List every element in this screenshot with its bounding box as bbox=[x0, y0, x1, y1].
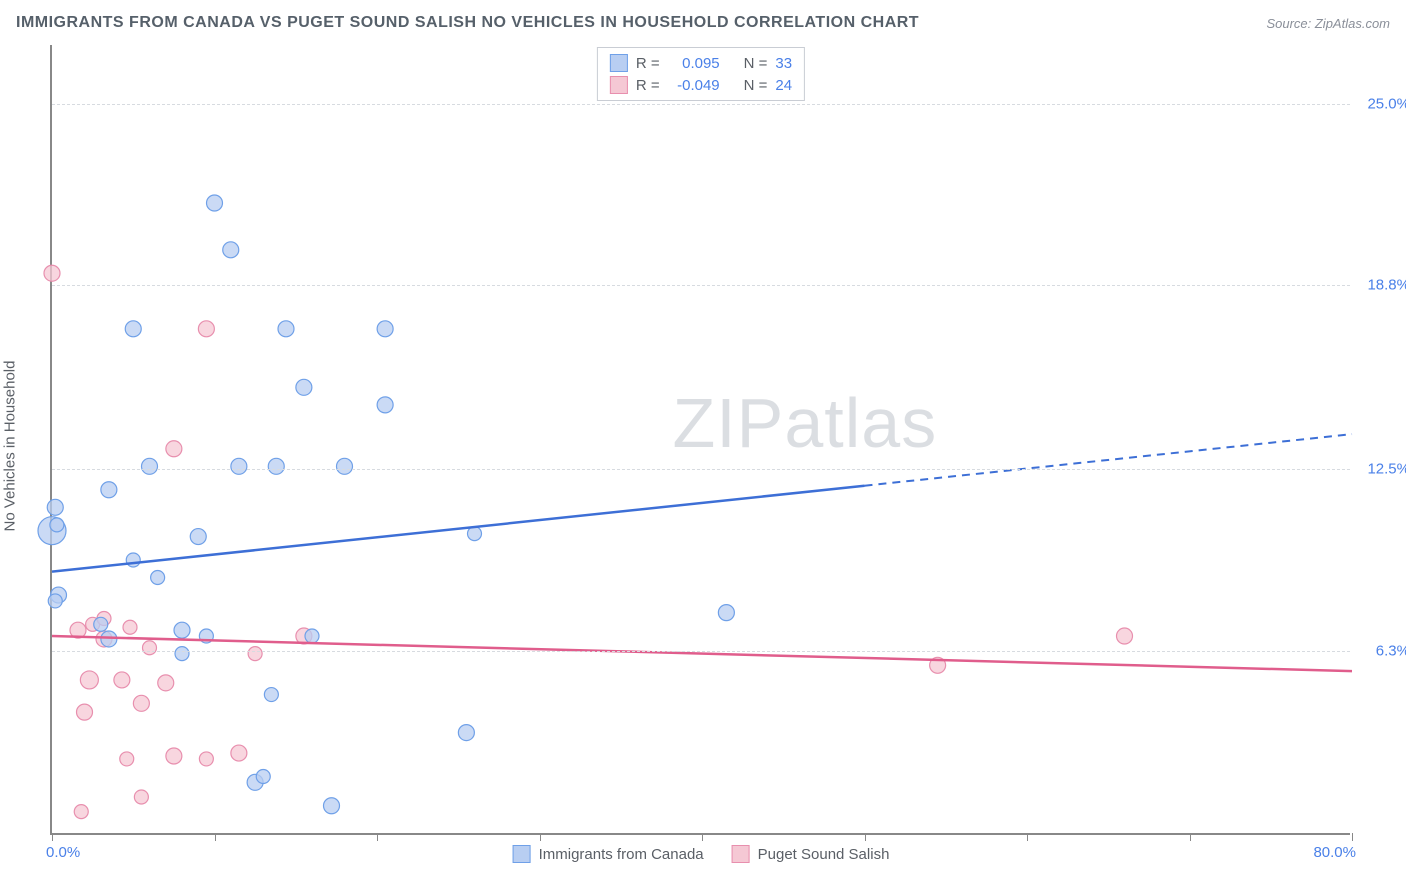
x-tick bbox=[377, 833, 378, 841]
point-blue bbox=[175, 647, 189, 661]
source-attribution: Source: ZipAtlas.com bbox=[1266, 16, 1390, 31]
point-blue bbox=[377, 397, 393, 413]
point-blue bbox=[324, 798, 340, 814]
point-blue bbox=[125, 321, 141, 337]
r-value: -0.049 bbox=[668, 77, 720, 94]
y-tick-label: 18.8% bbox=[1367, 276, 1406, 293]
x-tick bbox=[702, 833, 703, 841]
point-blue bbox=[278, 321, 294, 337]
n-value: 24 bbox=[775, 77, 792, 94]
y-axis-label: No Vehicles in Household bbox=[2, 361, 19, 532]
point-blue bbox=[48, 594, 62, 608]
point-pink bbox=[248, 647, 262, 661]
gridline bbox=[52, 651, 1350, 652]
x-tick bbox=[865, 833, 866, 841]
point-pink bbox=[77, 704, 93, 720]
point-pink bbox=[134, 790, 148, 804]
correlation-legend: R = 0.095 N = 33 R = -0.049 N = 24 bbox=[597, 47, 805, 101]
point-pink bbox=[199, 752, 213, 766]
chart-title: IMMIGRANTS FROM CANADA VS PUGET SOUND SA… bbox=[16, 14, 919, 32]
n-label: N = bbox=[744, 77, 768, 94]
legend-label: Immigrants from Canada bbox=[539, 846, 704, 863]
point-blue bbox=[256, 769, 270, 783]
point-blue bbox=[718, 605, 734, 621]
point-blue bbox=[47, 499, 63, 515]
legend-row-pink: R = -0.049 N = 24 bbox=[610, 74, 792, 96]
point-blue bbox=[126, 553, 140, 567]
y-tick-label: 25.0% bbox=[1367, 95, 1406, 112]
trend-blue-solid bbox=[52, 486, 865, 572]
point-blue bbox=[94, 617, 108, 631]
point-blue bbox=[231, 458, 247, 474]
legend-item-pink: Puget Sound Salish bbox=[732, 845, 890, 863]
point-pink bbox=[198, 321, 214, 337]
x-tick bbox=[52, 833, 53, 841]
point-blue bbox=[50, 518, 64, 532]
x-tick bbox=[1027, 833, 1028, 841]
trend-pink-solid bbox=[52, 636, 1352, 671]
point-pink bbox=[74, 805, 88, 819]
point-pink bbox=[44, 265, 60, 281]
chart-container: IMMIGRANTS FROM CANADA VS PUGET SOUND SA… bbox=[0, 0, 1406, 892]
n-label: N = bbox=[744, 55, 768, 72]
point-blue bbox=[264, 688, 278, 702]
x-max-label: 80.0% bbox=[1313, 844, 1356, 861]
x-tick bbox=[1352, 833, 1353, 841]
point-pink bbox=[120, 752, 134, 766]
point-blue bbox=[142, 458, 158, 474]
gridline bbox=[52, 469, 1350, 470]
x-tick bbox=[540, 833, 541, 841]
n-value: 33 bbox=[775, 55, 792, 72]
point-pink bbox=[80, 671, 98, 689]
point-pink bbox=[123, 620, 137, 634]
point-blue bbox=[174, 622, 190, 638]
point-pink bbox=[114, 672, 130, 688]
point-blue bbox=[207, 195, 223, 211]
header: IMMIGRANTS FROM CANADA VS PUGET SOUND SA… bbox=[16, 8, 1390, 38]
legend-row-blue: R = 0.095 N = 33 bbox=[610, 52, 792, 74]
legend-label: Puget Sound Salish bbox=[758, 846, 890, 863]
point-blue bbox=[305, 629, 319, 643]
plot-area: ZIPatlas R = 0.095 N = 33 R = -0.049 N =… bbox=[50, 45, 1350, 835]
point-blue bbox=[101, 482, 117, 498]
point-pink bbox=[166, 441, 182, 457]
y-tick-label: 6.3% bbox=[1376, 642, 1406, 659]
point-blue bbox=[337, 458, 353, 474]
point-pink bbox=[143, 641, 157, 655]
point-blue bbox=[223, 242, 239, 258]
point-blue bbox=[458, 725, 474, 741]
point-blue bbox=[377, 321, 393, 337]
r-label: R = bbox=[636, 55, 660, 72]
swatch-blue bbox=[513, 845, 531, 863]
legend-item-blue: Immigrants from Canada bbox=[513, 845, 704, 863]
swatch-blue bbox=[610, 54, 628, 72]
point-blue bbox=[151, 571, 165, 585]
scatter-plot bbox=[52, 45, 1350, 833]
point-blue bbox=[190, 529, 206, 545]
point-pink bbox=[1117, 628, 1133, 644]
series-legend: Immigrants from Canada Puget Sound Salis… bbox=[513, 845, 890, 863]
y-tick-label: 12.5% bbox=[1367, 461, 1406, 478]
point-pink bbox=[231, 745, 247, 761]
point-pink bbox=[166, 748, 182, 764]
swatch-pink bbox=[610, 76, 628, 94]
swatch-pink bbox=[732, 845, 750, 863]
gridline bbox=[52, 104, 1350, 105]
point-pink bbox=[158, 675, 174, 691]
point-blue bbox=[296, 379, 312, 395]
r-value: 0.095 bbox=[668, 55, 720, 72]
x-tick bbox=[215, 833, 216, 841]
trend-blue-dashed bbox=[865, 434, 1353, 486]
x-min-label: 0.0% bbox=[46, 844, 80, 861]
point-pink bbox=[133, 695, 149, 711]
gridline bbox=[52, 285, 1350, 286]
x-tick bbox=[1190, 833, 1191, 841]
r-label: R = bbox=[636, 77, 660, 94]
point-blue bbox=[268, 458, 284, 474]
